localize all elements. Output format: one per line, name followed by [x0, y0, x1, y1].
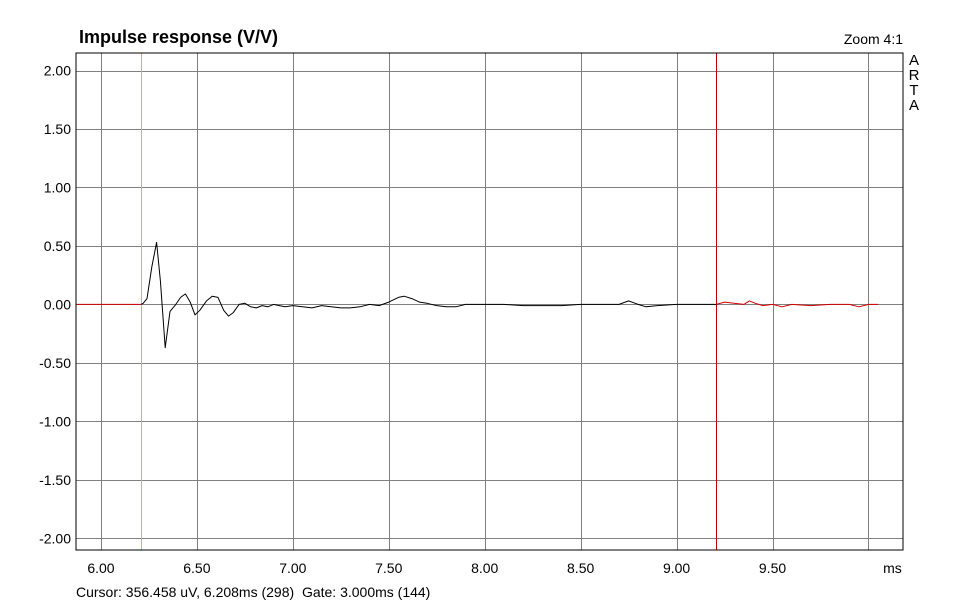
x-tick-label: 8.50 [567, 560, 594, 576]
x-axis-unit-label: ms [883, 560, 902, 576]
series-layer [76, 241, 879, 349]
brand-letter: T [909, 82, 919, 99]
y-tick-label: 0.00 [44, 296, 71, 312]
y-tick-label: 1.00 [44, 179, 71, 195]
x-tick-label: 9.50 [759, 560, 786, 576]
y-tick-label: -0.50 [39, 355, 71, 371]
x-tick-label: 6.00 [87, 560, 114, 576]
y-tick-labels: 2.00 1.50 1.00 0.50 0.00 -0.50 -1.00 -1.50 -2.00 [39, 63, 71, 547]
y-tick-label: -2.00 [39, 530, 71, 546]
y-tick-label: -1.00 [39, 413, 71, 429]
plot-frame [75, 52, 904, 551]
grid-layer [76, 53, 903, 550]
brand-letter: R [908, 67, 920, 84]
x-tick-label: 7.50 [375, 560, 402, 576]
x-tick-label: 8.00 [471, 560, 498, 576]
brand-vertical-label: A R T A [906, 53, 922, 113]
cursor-status-bar: Cursor: 356.458 uV, 6.208ms (298) Gate: … [76, 584, 431, 600]
chart-title: Impulse response (V/V) [79, 27, 279, 47]
y-tick-label: -1.50 [39, 472, 71, 488]
x-tick-label: 6.50 [183, 560, 210, 576]
zoom-label[interactable]: Zoom 4:1 [843, 31, 903, 47]
x-tick-labels: 6.00 6.50 7.00 7.50 8.00 8.50 9.00 9.50 [87, 560, 786, 576]
x-tick-label: 9.00 [663, 560, 690, 576]
x-tick-label: 7.00 [279, 560, 306, 576]
brand-letter: A [908, 52, 919, 69]
y-tick-label: 0.50 [44, 238, 71, 254]
impulse-trace-line [140, 241, 717, 349]
brand-letter: A [908, 97, 919, 114]
gated-trace-line [716, 300, 879, 308]
marker-layer [141, 53, 717, 550]
y-tick-label: 2.00 [44, 63, 71, 79]
y-tick-label: 1.50 [44, 121, 71, 137]
